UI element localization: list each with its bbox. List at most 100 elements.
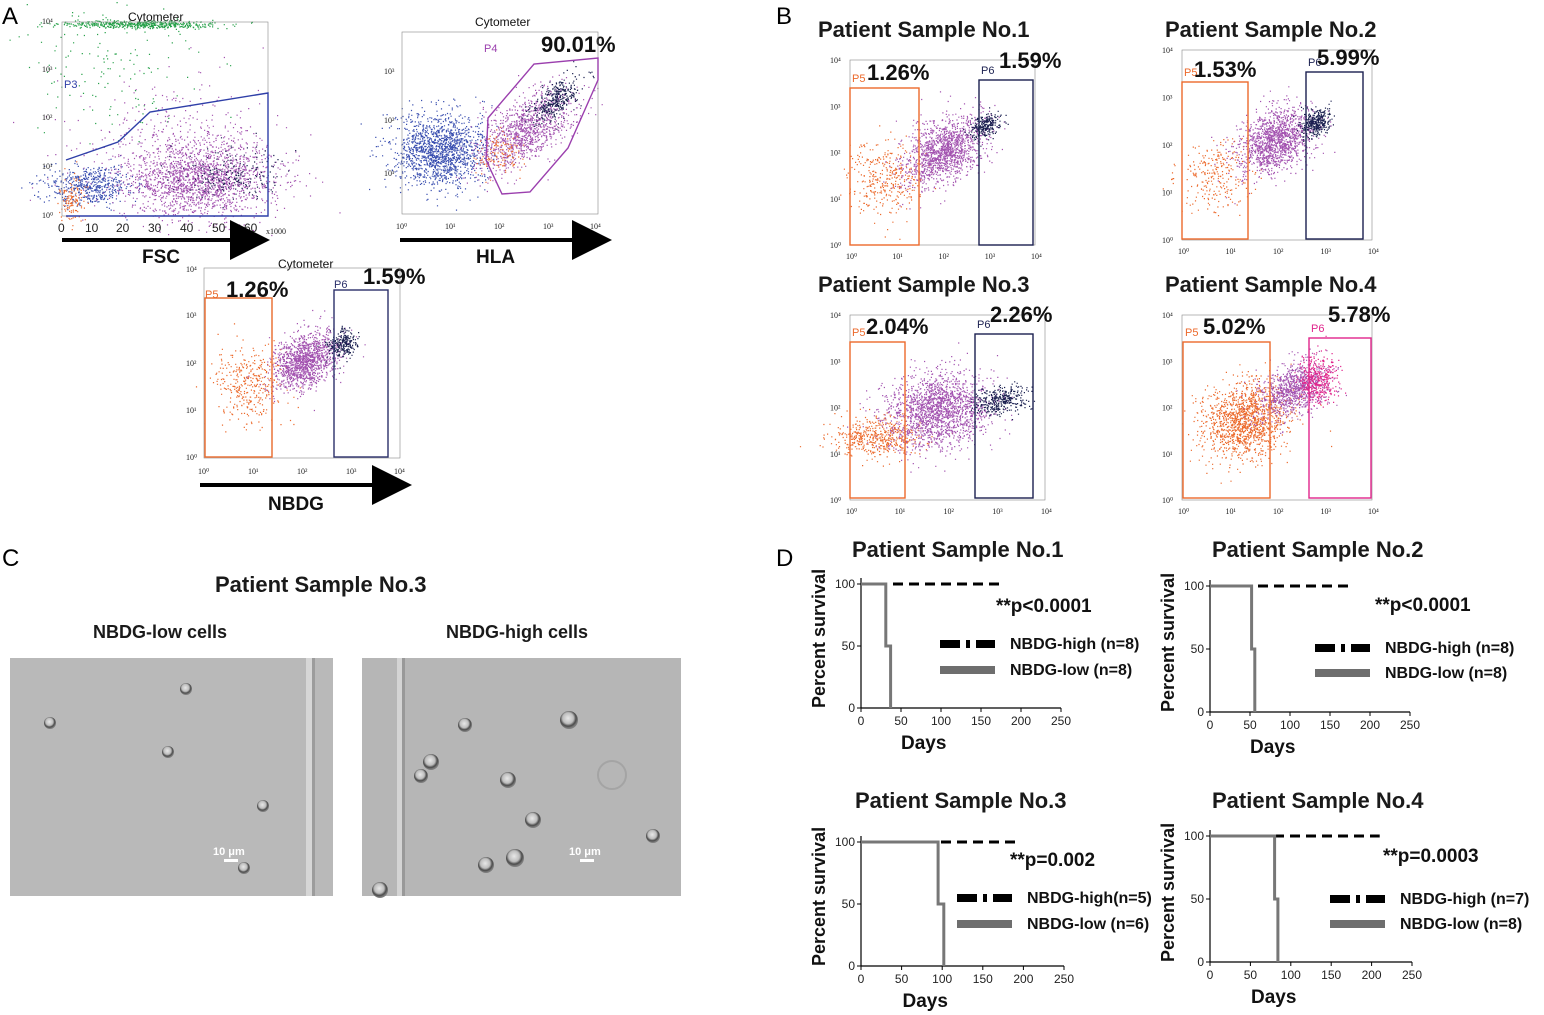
hla-gate-p4-percent: 90.01% — [541, 32, 616, 57]
hla-plot-title: Cytometer — [475, 15, 530, 29]
cytometry-scatter — [1182, 335, 1347, 484]
survival-line-low — [1210, 834, 1280, 962]
nbdg-scatter-points — [195, 309, 366, 433]
nbdg-ytick: 10¹ — [186, 406, 197, 415]
nbdg-gate-p5 — [204, 297, 273, 458]
fsc-xtick: 50 — [212, 221, 226, 235]
x-tick-label: 200 — [1011, 714, 1031, 728]
cytometry-xtick: 10² — [944, 507, 955, 516]
cytometry-ytick: 10⁰ — [1162, 236, 1173, 245]
x-tick-label: 100 — [932, 972, 952, 986]
cytometry-xtick: 10³ — [985, 252, 996, 261]
gate-p6-label: P6 — [1308, 57, 1321, 69]
cell — [162, 746, 174, 758]
cytometry-plot-1: Patient Sample No.1 P5 1.26% P6 1.59% 10⁰ 10⁰ 1… — [818, 17, 1061, 261]
cytometry-xtick: 10³ — [1321, 247, 1332, 256]
x-tick-label: 50 — [894, 714, 908, 728]
x-axis-title: Days — [1251, 987, 1296, 1008]
panel-label-c: C — [2, 545, 19, 572]
fsc-xtick: 40 — [180, 221, 194, 235]
cytometry-xtick: 10³ — [1321, 507, 1332, 516]
scatter-cloud — [883, 91, 1006, 210]
cytometry-ytick: 10⁴ — [830, 311, 841, 320]
cell — [560, 711, 578, 729]
nbdg-gate-p5-label: P5 — [205, 289, 218, 301]
gate-p6 — [1305, 71, 1364, 240]
survival-legend: NBDG-high (n=8) NBDG-low (n=8) — [1315, 640, 1514, 682]
nbdg-xtick: 10⁴ — [394, 467, 405, 476]
fsc-x-ticks: 0 10 20 30 40 50 60 x1000 — [58, 221, 286, 236]
fsc-gate-p3 — [65, 92, 269, 217]
cell — [238, 862, 250, 874]
y-tick-label: 100 — [835, 835, 855, 849]
y-tick-label: 50 — [1191, 892, 1205, 906]
gate-p6-percent: 2.26% — [990, 302, 1052, 327]
micro-left-label: NBDG-low cells — [93, 622, 227, 642]
hla-x-ticks: 10⁰ 10¹ 10² 10³ 10⁴ — [396, 222, 601, 231]
gate-p5-percent: 1.26% — [867, 60, 929, 85]
micro-left-image: 10 μm — [10, 658, 333, 896]
cytometry-ytick: 10³ — [1162, 357, 1173, 366]
y-axis-title: Percent survival — [1158, 823, 1178, 962]
panel-d-survival-grid: Patient Sample No.1 0 50 100 150 200 250 0 50 100… — [809, 537, 1529, 1012]
nbdg-plot-frame — [203, 267, 401, 459]
scatter-cloud — [840, 125, 937, 240]
y-axis-title: Percent survival — [809, 827, 829, 966]
fsc-xtick: 60 — [244, 221, 258, 235]
nbdg-plot-title: Cytometer — [278, 257, 333, 271]
x-tick-label: 250 — [1402, 968, 1422, 982]
cell — [646, 829, 660, 843]
cytometry-xtick: 10⁴ — [1368, 507, 1379, 516]
x-tick-label: 250 — [1400, 718, 1420, 732]
gate-p6-percent: 1.59% — [999, 48, 1061, 73]
fsc-xtick: 10 — [85, 221, 99, 235]
panel-label-a: A — [2, 3, 18, 30]
x-tick-label: 250 — [1054, 972, 1074, 986]
x-tick-label: 150 — [971, 714, 991, 728]
legend-label-high: NBDG-high (n=7) — [1400, 891, 1529, 908]
legend-label-high: NBDG-high (n=8) — [1010, 636, 1139, 653]
hla-gate-p4-label: P4 — [484, 43, 497, 55]
survival-line-low — [1210, 584, 1257, 712]
fsc-ytick: 10³ — [42, 65, 53, 74]
panel-a-fsc-plot: Cytometer P3 10⁰ 10¹ 10² 10³ 10⁴ 0 10 20… — [9, 2, 341, 268]
x-tick-label: 0 — [1207, 718, 1214, 732]
nbdg-xtick: 10¹ — [248, 467, 259, 476]
nbdg-gate-p6-label: P6 — [334, 279, 347, 291]
fsc-x-multiplier: x1000 — [266, 227, 286, 236]
scatter-cloud — [195, 323, 301, 433]
cytometry-xtick: 10¹ — [892, 252, 903, 261]
x-tick-label: 200 — [1013, 972, 1033, 986]
p-value-label: **p=0.002 — [1010, 850, 1095, 871]
gate-p5 — [1182, 341, 1271, 499]
cytometry-xtick: 10⁴ — [1041, 507, 1052, 516]
hla-xtick: 10³ — [543, 222, 554, 231]
cytometry-ytick: 10³ — [830, 357, 841, 366]
x-tick-label: 0 — [858, 714, 865, 728]
x-axis-title: Days — [1250, 737, 1295, 758]
panel-label-d: D — [776, 545, 793, 572]
cytometry-scatter — [1162, 86, 1336, 217]
micro-right-image: 10 μm — [362, 658, 681, 898]
micro-left-background — [10, 658, 333, 896]
panel-a-hla-plot: Cytometer P4 90.01% 10¹ 10² 10³ 10⁰ 10¹ … — [360, 15, 616, 268]
cytometry-ytick: 10⁴ — [830, 56, 841, 65]
y-tick-label: 50 — [1191, 642, 1205, 656]
micro-left-scale-label: 10 μm — [213, 846, 245, 858]
micro-left-channel-line — [312, 658, 315, 896]
scatter-cloud — [360, 96, 514, 211]
cytometry-xtick: 10¹ — [1226, 507, 1237, 516]
survival-chart-2: Patient Sample No.2 0 50 100 150 200 250 0 50 100… — [1158, 537, 1514, 758]
cytometry-xtick: 10² — [1273, 507, 1284, 516]
gate-p5-percent: 5.02% — [1203, 314, 1265, 339]
cytometry-scatter — [840, 91, 1009, 240]
y-tick-label: 0 — [1197, 705, 1204, 719]
cytometry-ytick: 10³ — [830, 102, 841, 111]
cytometry-plot-title: Patient Sample No.1 — [818, 17, 1030, 42]
cytometry-xtick: 10³ — [992, 507, 1003, 516]
micro-left-channel-edge — [306, 658, 312, 896]
scatter-cloud — [37, 15, 253, 31]
fsc-xtick: 20 — [116, 221, 130, 235]
survival-chart-title: Patient Sample No.4 — [1212, 788, 1424, 813]
gate-p6-label: P6 — [981, 65, 994, 77]
